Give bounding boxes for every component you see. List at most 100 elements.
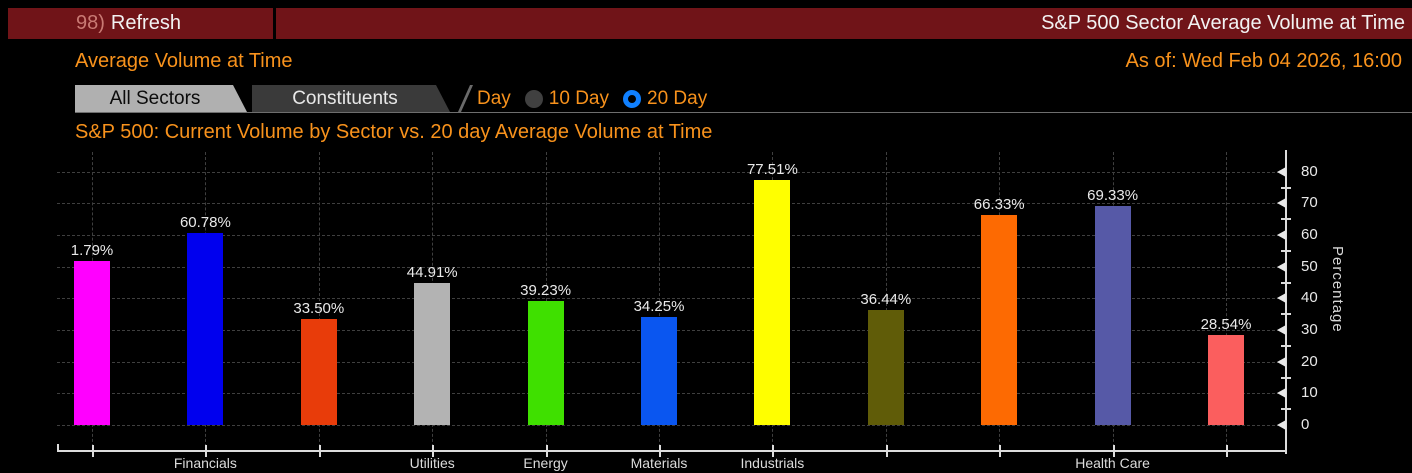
h-gridline: [57, 235, 1285, 237]
y-axis-major-tick-arrow: [1277, 388, 1286, 399]
bar-health-care: [1094, 205, 1131, 425]
x-axis-tick: [885, 445, 888, 457]
tab-constituents[interactable]: Constituents: [252, 85, 450, 112]
bar-utilities: [414, 282, 451, 425]
period-option-label: 10 Day: [548, 87, 609, 109]
x-axis-category-label: Utilities: [409, 455, 455, 471]
bar-value-label: 33.50%: [293, 299, 345, 317]
x-axis-tick: [659, 445, 661, 457]
y-axis-minor-tick: [1281, 249, 1291, 252]
v-gridline: [885, 152, 887, 452]
y-axis-line: [1285, 150, 1287, 454]
y-axis-major-tick-arrow: [1277, 166, 1286, 177]
y-axis-tick-label: 10: [1301, 384, 1318, 402]
y-axis-title: Percentage: [1329, 246, 1346, 334]
window-title: S&P 500 Sector Average Volume at Time: [1041, 12, 1405, 34]
y-axis-tick-label: 0: [1301, 416, 1310, 433]
radio-unselected-icon[interactable]: [524, 89, 543, 108]
y-axis-tick-label: 30: [1301, 321, 1318, 339]
bar-industrials: [754, 179, 791, 425]
x-axis-tick: [205, 445, 208, 457]
period-option-20-day[interactable]: 20 Day: [623, 88, 707, 110]
refresh-label: Refresh: [110, 12, 181, 34]
bar-value-label: 39.23%: [520, 281, 572, 299]
y-axis-minor-tick: [1281, 376, 1291, 379]
y-axis-minor-tick: [1281, 408, 1291, 411]
y-axis-tick-label: 60: [1301, 226, 1318, 244]
period-option-label: 20 Day: [647, 87, 708, 109]
bar-value-label: 77.51%: [746, 160, 798, 178]
y-axis-minor-tick: [1281, 281, 1291, 284]
period-option-10-day[interactable]: 10 Day: [524, 87, 609, 110]
v-gridline: [318, 152, 320, 452]
y-axis: Percentage 0 10 20 30 40 50 60 70 80: [1277, 150, 1412, 460]
x-axis-category-label: Financials: [173, 455, 237, 471]
y-axis-major-tick-arrow: [1277, 230, 1286, 241]
y-axis-major-tick-arrow: [1277, 325, 1286, 336]
h-gridline: [57, 425, 1285, 426]
page-title: Average Volume at Time: [75, 50, 293, 72]
y-axis-minor-tick: [1281, 344, 1291, 347]
bar-energy: [527, 300, 564, 425]
x-axis-category-label: Industrials: [740, 455, 805, 471]
y-axis-major-tick-arrow: [1277, 293, 1286, 304]
h-gridline: [57, 203, 1285, 205]
bar-value-label: 1.79%: [70, 242, 114, 260]
x-axis-tick: [1112, 445, 1115, 457]
x-axis-category-label: Materials: [630, 455, 688, 471]
y-axis-minor-tick: [1281, 186, 1291, 189]
tab-all-sectors[interactable]: All Sectors: [75, 85, 247, 112]
period-option-label: Day: [477, 87, 511, 109]
y-axis-minor-tick: [1281, 313, 1291, 316]
bar-value-label: 44.91%: [406, 263, 458, 281]
x-axis-tick: [545, 445, 548, 457]
period-radio-group: Day 10 Day 20 Day: [477, 85, 721, 112]
v-gridline: [659, 152, 660, 452]
y-axis-tick-label: 20: [1301, 352, 1318, 370]
bar-value-label: 28.54%: [1200, 315, 1252, 333]
x-axis-tick: [92, 445, 94, 457]
y-axis-major-tick-arrow: [1277, 198, 1286, 209]
window-titlebar: 98) Refresh S&P 500 Sector Average Volume…: [8, 8, 1412, 39]
y-axis-major-tick-arrow: [1277, 356, 1286, 367]
bar-sector-11: [1208, 334, 1244, 425]
period-option-day[interactable]: Day: [477, 88, 511, 110]
as-of-timestamp: As of: Wed Feb 04 2026, 16:00: [1125, 50, 1402, 72]
bar-value-label: 66.33%: [973, 195, 1025, 213]
y-axis-major-tick-arrow: [1277, 261, 1286, 272]
chart-title: S&P 500: Current Volume by Sector vs. 20…: [75, 121, 713, 143]
refresh-button[interactable]: 98) Refresh: [76, 8, 181, 39]
bar-value-label: 34.25%: [633, 297, 685, 315]
y-axis-tick-label: 50: [1301, 257, 1318, 275]
h-gridline: [57, 171, 1285, 173]
v-gridline: [1226, 152, 1227, 452]
chart-plot-area: 1.79% 60.78% Financials 33.50% 44.91% Utiliti…: [57, 152, 1285, 471]
x-axis-tick: [772, 445, 775, 457]
y-axis-tick-label: 40: [1301, 289, 1318, 307]
bar-materials: [641, 316, 677, 425]
bar-value-label: 69.33%: [1087, 186, 1139, 204]
bar-sector-3: [300, 318, 337, 425]
x-axis-end-tick: [57, 444, 59, 452]
y-axis-tick-label: 80: [1301, 162, 1318, 180]
h-gridline: [57, 266, 1285, 268]
refresh-key-number: 98): [76, 12, 105, 34]
x-axis-tick: [318, 445, 321, 457]
y-axis-tick-label: 70: [1301, 194, 1318, 212]
y-axis-minor-tick: [1281, 218, 1291, 221]
bar-sector-9: [981, 214, 1018, 425]
x-axis-line: [57, 450, 1285, 452]
bar-sector-8: [867, 309, 904, 425]
x-axis-tick: [999, 445, 1002, 457]
x-axis-tick: [1226, 445, 1228, 457]
bar-sector-1: [74, 261, 110, 425]
tab-bar: All Sectors Constituents Day 10 Day 20 Day: [75, 85, 1412, 113]
bar-value-label: 36.44%: [860, 290, 912, 308]
h-gridline: [57, 298, 1285, 300]
x-axis-category-label: Energy: [523, 455, 568, 471]
radio-selected-icon[interactable]: [623, 89, 641, 108]
tab-edge-decoration: [457, 85, 474, 112]
titlebar-divider: [273, 8, 276, 39]
x-axis-category-label: Health Care: [1075, 455, 1150, 471]
x-axis-tick: [432, 445, 435, 457]
